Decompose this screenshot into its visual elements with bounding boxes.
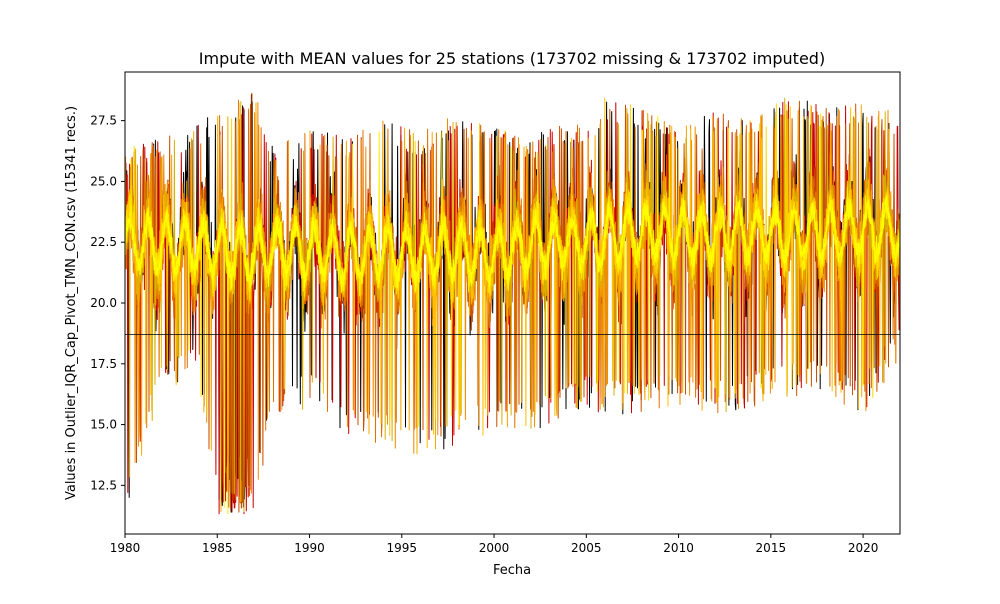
x-axis-label: Fecha: [493, 563, 531, 578]
x-tick-label: 2010: [663, 541, 694, 555]
x-tick-label: 1985: [202, 541, 233, 555]
y-axis: 12.5 15.0 17.5 20.0 22.5 25.0 27.5: [90, 114, 125, 492]
x-tick-label: 1995: [387, 541, 418, 555]
chart-title: Impute with MEAN values for 25 stations …: [199, 49, 825, 68]
x-tick-label: 1990: [294, 541, 325, 555]
y-tick-label: 12.5: [90, 478, 117, 492]
x-tick-label: 2000: [479, 541, 510, 555]
x-axis: 1980 1985 1990 1995 2000 2005 2010 2015 2020: [110, 534, 879, 555]
y-tick-label: 15.0: [90, 418, 117, 432]
x-tick-label: 2020: [848, 541, 879, 555]
station-series-line: [125, 103, 900, 426]
station-series-line: [125, 196, 900, 293]
y-tick-label: 17.5: [90, 357, 117, 371]
x-tick-label: 2005: [571, 541, 602, 555]
x-tick-label: 1980: [110, 541, 141, 555]
y-axis-label: Values in Outlier_IQR_Cap_Pivot_TMN_CON.…: [64, 106, 79, 500]
y-tick-label: 20.0: [90, 296, 117, 310]
y-tick-label: 22.5: [90, 235, 117, 249]
y-tick-label: 25.0: [90, 174, 117, 188]
plot-data: [125, 92, 900, 515]
x-tick-label: 2015: [756, 541, 787, 555]
y-tick-label: 27.5: [90, 114, 117, 128]
